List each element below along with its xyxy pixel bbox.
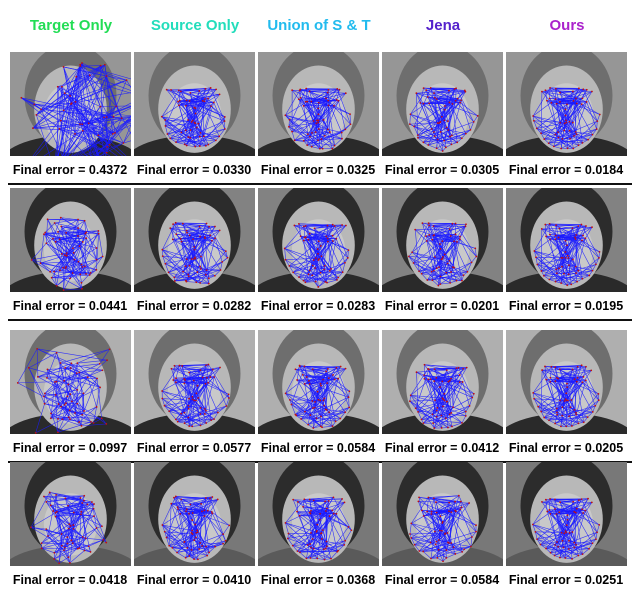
final-error-row4-ours: Final error = 0.0251	[508, 573, 624, 587]
face-image-row1-jena	[382, 52, 503, 156]
face-image-row3-union	[258, 330, 379, 434]
final-error-row4-target-only: Final error = 0.0418	[12, 573, 128, 587]
face-image-row4-ours	[506, 462, 627, 566]
column-header-ours: Ours	[549, 17, 585, 34]
face-image-row4-jena	[382, 462, 503, 566]
final-error-row3-target-only: Final error = 0.0997	[12, 441, 128, 455]
face-image-row4-target-only	[10, 462, 131, 566]
face-image-row2-target-only	[10, 188, 131, 292]
face-image-row4-union	[258, 462, 379, 566]
final-error-row4-source-only: Final error = 0.0410	[136, 573, 252, 587]
final-error-row2-ours: Final error = 0.0195	[508, 299, 624, 313]
face-image-row1-ours	[506, 52, 627, 156]
row-separator	[8, 319, 632, 321]
face-image-row3-jena	[382, 330, 503, 434]
row-separator	[8, 183, 632, 185]
face-image-row3-source-only	[134, 330, 255, 434]
final-error-row1-target-only: Final error = 0.4372	[12, 163, 128, 177]
column-header-union: Union of S & T	[267, 17, 371, 34]
face-image-row1-target-only	[10, 52, 131, 156]
final-error-row3-ours: Final error = 0.0205	[508, 441, 624, 455]
face-image-row2-source-only	[134, 188, 255, 292]
face-image-row3-ours	[506, 330, 627, 434]
final-error-row3-union: Final error = 0.0584	[260, 441, 376, 455]
final-error-row2-jena: Final error = 0.0201	[384, 299, 500, 313]
column-header-jena: Jena	[425, 17, 461, 34]
column-header-target-only: Target Only	[29, 17, 113, 34]
final-error-row3-jena: Final error = 0.0412	[384, 441, 500, 455]
final-error-row3-source-only: Final error = 0.0577	[136, 441, 252, 455]
final-error-row1-union: Final error = 0.0325	[260, 163, 376, 177]
final-error-row1-ours: Final error = 0.0184	[508, 163, 624, 177]
face-image-row2-union	[258, 188, 379, 292]
final-error-row1-jena: Final error = 0.0305	[384, 163, 500, 177]
final-error-row1-source-only: Final error = 0.0330	[136, 163, 252, 177]
final-error-row2-source-only: Final error = 0.0282	[136, 299, 252, 313]
column-header-source-only: Source Only	[150, 17, 240, 34]
final-error-row2-union: Final error = 0.0283	[260, 299, 376, 313]
face-image-row2-ours	[506, 188, 627, 292]
final-error-row2-target-only: Final error = 0.0441	[12, 299, 128, 313]
face-image-row1-union	[258, 52, 379, 156]
face-image-row3-target-only	[10, 330, 131, 434]
face-image-row1-source-only	[134, 52, 255, 156]
face-image-row4-source-only	[134, 462, 255, 566]
final-error-row4-union: Final error = 0.0368	[260, 573, 376, 587]
final-error-row4-jena: Final error = 0.0584	[384, 573, 500, 587]
face-image-row2-jena	[382, 188, 503, 292]
